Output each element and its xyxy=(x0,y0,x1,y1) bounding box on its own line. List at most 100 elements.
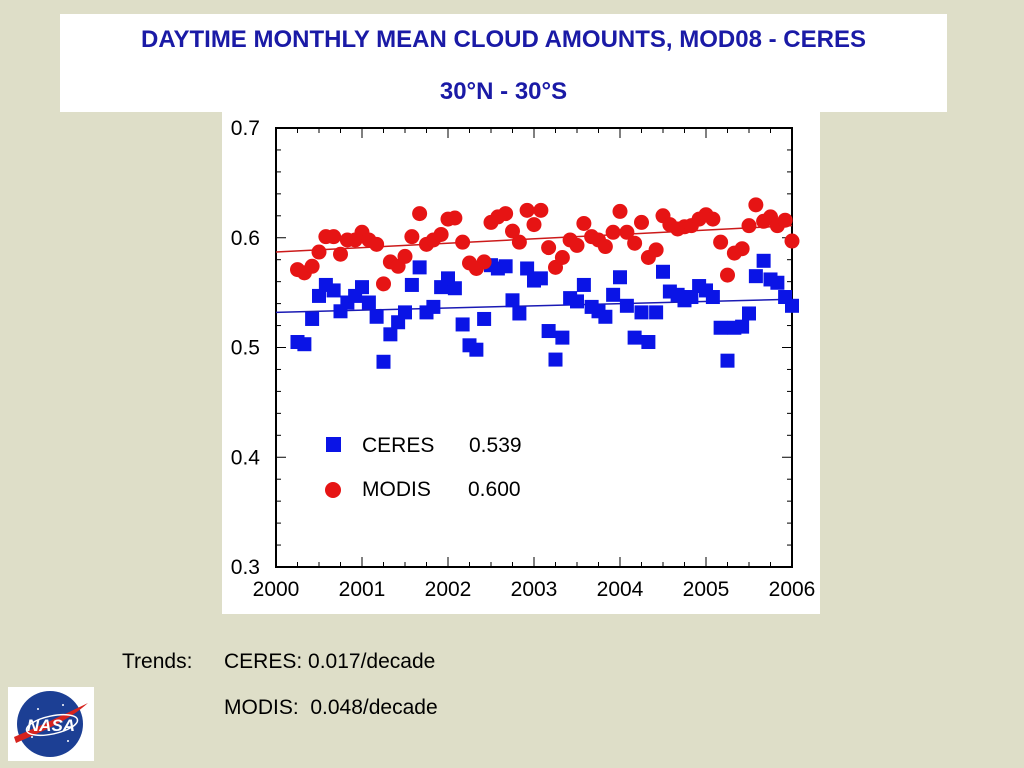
x-tick-label: 2000 xyxy=(253,578,300,601)
ceres-point xyxy=(383,327,398,342)
title-box: DAYTIME MONTHLY MEAN CLOUD AMOUNTS, MOD0… xyxy=(60,14,947,112)
modis-point xyxy=(447,210,463,226)
modis-point xyxy=(476,254,492,270)
modis-point xyxy=(597,239,613,255)
modis-point xyxy=(433,226,449,242)
ceres-point xyxy=(455,317,470,332)
x-tick-label: 2005 xyxy=(683,578,730,601)
ceres-point xyxy=(748,269,763,284)
modis-point xyxy=(569,237,585,253)
ceres-point xyxy=(634,305,649,320)
modis-point xyxy=(554,250,570,266)
nasa-logo-text: NASA xyxy=(27,716,75,735)
modis-point xyxy=(326,229,342,245)
plot-frame xyxy=(275,127,793,568)
modis-point xyxy=(511,234,527,250)
y-tick-label: 0.6 xyxy=(231,227,260,250)
ceres-point xyxy=(297,337,312,352)
ceres-point xyxy=(720,353,735,368)
ceres-point xyxy=(619,298,634,313)
ceres-point xyxy=(742,306,756,321)
ceres-point xyxy=(505,293,520,308)
legend-ceres-value: 0.539 xyxy=(469,434,522,457)
chart-subtitle: 30°N - 30°S xyxy=(439,78,568,105)
chart-title: DAYTIME MONTHLY MEAN CLOUD AMOUNTS, MOD0… xyxy=(141,26,866,53)
modis-point xyxy=(648,242,664,258)
nasa-logo: NASA xyxy=(8,687,94,761)
ceres-point xyxy=(627,330,642,345)
ceres-point xyxy=(576,277,591,292)
modis-trend-line xyxy=(275,224,793,253)
ceres-point xyxy=(355,280,369,295)
modis-point xyxy=(376,276,391,292)
trend-ceres: CERES: 0.017/decade xyxy=(224,650,436,673)
ceres-point xyxy=(520,261,535,276)
ceres-point xyxy=(498,259,513,274)
ceres-point xyxy=(598,309,613,324)
modis-point xyxy=(541,240,557,256)
ceres-point xyxy=(613,270,627,285)
ceres-point xyxy=(426,299,441,314)
ceres-point xyxy=(477,311,492,326)
legend-modis-marker xyxy=(325,482,341,498)
modis-point xyxy=(519,202,535,218)
modis-point xyxy=(784,233,800,249)
ceres-point xyxy=(548,352,563,367)
ceres-point xyxy=(541,324,556,339)
ceres-point xyxy=(606,287,621,302)
modis-point xyxy=(748,197,764,213)
x-tick-label: 2002 xyxy=(425,578,472,601)
ceres-point xyxy=(404,277,419,292)
ceres-point xyxy=(735,319,750,334)
ceres-point xyxy=(570,294,584,309)
modis-point xyxy=(412,206,428,222)
y-tick-label: 0.3 xyxy=(231,556,260,579)
modis-point xyxy=(734,241,750,257)
modis-point xyxy=(634,214,649,230)
chart-panel: 0.3 0.4 0.5 0.6 0.7 2000 2001 2002 2003 2004 2005 2… xyxy=(222,112,820,614)
modis-point xyxy=(397,248,413,264)
trends-label: Trends: xyxy=(122,650,193,673)
ceres-point xyxy=(705,290,720,305)
ceres-point xyxy=(641,335,656,350)
modis-point xyxy=(369,236,385,252)
scatter-chart: 0.3 0.4 0.5 0.6 0.7 2000 2001 2002 2003 2004 2005 2… xyxy=(231,117,816,601)
ceres-point xyxy=(412,260,427,275)
ceres-point xyxy=(369,309,384,324)
modis-point xyxy=(533,202,549,218)
modis-point xyxy=(526,217,542,233)
ceres-point xyxy=(649,305,664,320)
ceres-point xyxy=(326,283,341,298)
x-tick-label: 2003 xyxy=(511,578,558,601)
modis-point xyxy=(741,218,757,234)
legend-modis-value: 0.600 xyxy=(468,478,521,501)
ceres-point xyxy=(469,342,484,357)
ceres-point xyxy=(312,288,326,303)
ceres-point xyxy=(656,264,670,279)
modis-point xyxy=(777,212,793,228)
nasa-meatball-icon: NASA xyxy=(14,691,88,757)
modis-point xyxy=(498,206,514,222)
modis-point xyxy=(311,244,327,260)
legend-ceres-marker xyxy=(326,437,341,452)
legend-ceres-label: CERES xyxy=(362,434,434,457)
ceres-point xyxy=(398,305,412,320)
modis-point xyxy=(713,234,729,250)
modis-point xyxy=(619,224,635,240)
modis-point xyxy=(404,229,420,245)
modis-point xyxy=(455,234,471,250)
modis-point xyxy=(333,246,348,262)
ceres-point xyxy=(512,306,527,321)
ceres-point xyxy=(684,290,699,305)
modis-point xyxy=(304,258,320,274)
ceres-point xyxy=(305,311,320,326)
ceres-point xyxy=(756,253,771,268)
legend: CERES 0.539 MODIS 0.600 xyxy=(325,434,522,501)
ceres-point xyxy=(770,275,785,290)
ceres-point xyxy=(555,330,570,345)
trend-modis: MODIS: 0.048/decade xyxy=(224,696,438,719)
modis-point xyxy=(605,224,621,240)
legend-modis-label: MODIS xyxy=(362,478,431,501)
y-tick-label: 0.5 xyxy=(231,337,260,360)
modis-point xyxy=(627,235,643,251)
